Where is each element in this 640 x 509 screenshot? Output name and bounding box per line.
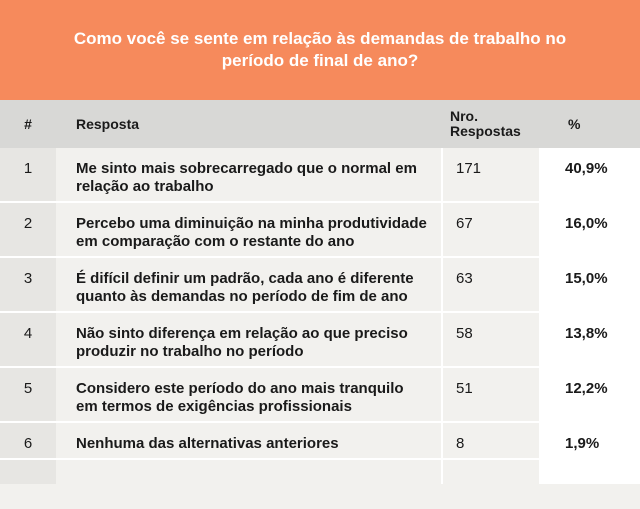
- row-percent: 13,8%: [540, 312, 640, 368]
- table-row: 4 Não sinto diferença em relação ao que …: [0, 312, 640, 368]
- row-index: 4: [0, 312, 56, 368]
- row-answer: Não sinto diferença em relação ao que pr…: [56, 312, 443, 368]
- row-answer: Considero este período do ano mais tranq…: [56, 367, 443, 423]
- table-row: 6 Nenhuma das alternativas anteriores 8 …: [0, 422, 640, 460]
- row-percent: 40,9%: [540, 148, 640, 203]
- table-row: 5 Considero este período do ano mais tra…: [0, 367, 640, 423]
- row-index: 2: [0, 202, 56, 258]
- row-count: 67: [442, 202, 541, 258]
- header-percent: %: [540, 100, 640, 148]
- table-row: 2 Percebo uma diminuição na minha produt…: [0, 202, 640, 258]
- filler-cell: [540, 459, 640, 484]
- row-count: 63: [442, 257, 541, 313]
- table-row: 1 Me sinto mais sobrecarregado que o nor…: [0, 148, 640, 203]
- table-row: 3 É difícil definir um padrão, cada ano …: [0, 257, 640, 313]
- row-percent: 12,2%: [540, 367, 640, 423]
- header-count: Nro. Respostas: [442, 100, 540, 148]
- row-index: 6: [0, 422, 56, 460]
- table-filler-row: [0, 459, 640, 484]
- table-header-row: # Resposta Nro. Respostas %: [0, 100, 640, 148]
- question-title: Como você se sente em relação às demanda…: [73, 29, 567, 70]
- header-index: #: [0, 100, 56, 148]
- row-count: 58: [442, 312, 541, 368]
- row-answer: Percebo uma diminuição na minha produtiv…: [56, 202, 443, 258]
- row-answer: É difícil definir um padrão, cada ano é …: [56, 257, 443, 313]
- results-table: # Resposta Nro. Respostas % 1 Me sinto m…: [0, 100, 640, 484]
- filler-cell: [56, 459, 443, 484]
- row-count: 171: [442, 148, 541, 203]
- row-percent: 1,9%: [540, 422, 640, 460]
- row-index: 1: [0, 148, 56, 203]
- filler-cell: [442, 459, 541, 484]
- row-count: 8: [442, 422, 541, 460]
- row-count: 51: [442, 367, 541, 423]
- row-answer: Me sinto mais sobrecarregado que o norma…: [56, 148, 443, 203]
- header-answer: Resposta: [56, 100, 442, 148]
- row-answer: Nenhuma das alternativas anteriores: [56, 422, 443, 460]
- row-percent: 16,0%: [540, 202, 640, 258]
- title-banner: Como você se sente em relação às demanda…: [0, 0, 640, 100]
- row-index: 5: [0, 367, 56, 423]
- row-index: 3: [0, 257, 56, 313]
- row-percent: 15,0%: [540, 257, 640, 313]
- filler-cell: [0, 459, 56, 484]
